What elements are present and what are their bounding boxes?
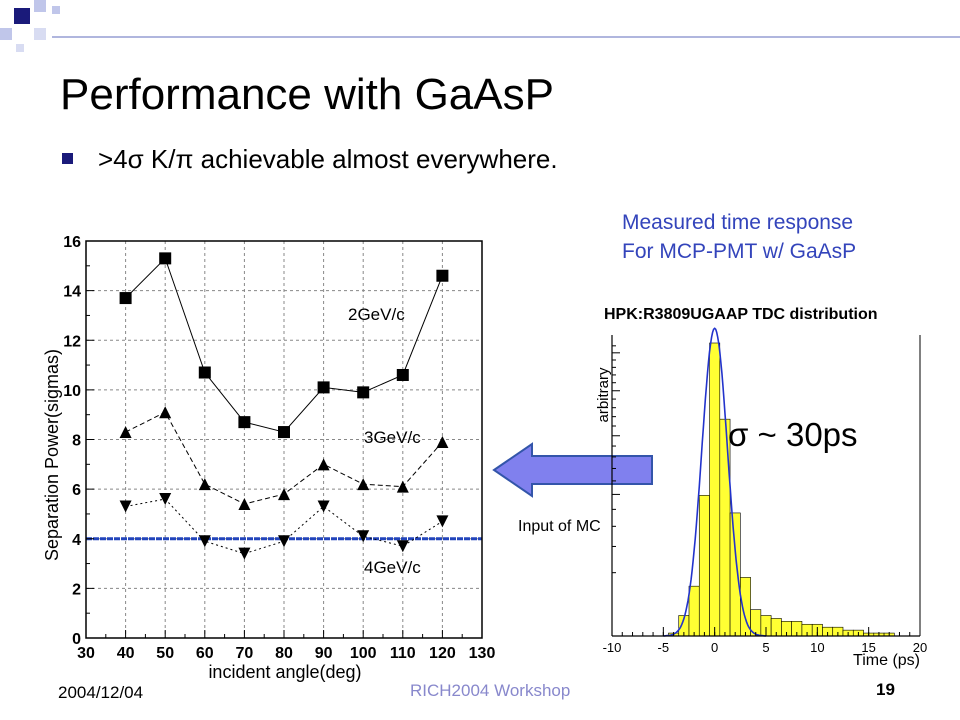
data-point	[198, 535, 211, 548]
data-point	[278, 426, 290, 439]
tick-label-x: 0	[711, 640, 718, 655]
caption: Measured time response For MCP-PMT w/ Ga…	[622, 208, 856, 266]
tick-label-x: -10	[603, 640, 622, 655]
data-point	[396, 368, 409, 381]
tick-label-x: 80	[275, 645, 293, 662]
data-point	[357, 386, 370, 399]
separation-power-chart: 30 40 50 60 70 80 90 100 110 120 1300246810121416 …	[42, 234, 495, 682]
x-axis-label: Time (ps)	[853, 652, 920, 669]
data-point	[119, 500, 132, 513]
data-point	[159, 406, 172, 419]
tick-label-x: 40	[117, 645, 135, 662]
data-point	[317, 500, 330, 513]
series-label-2gev: 2GeV/c	[348, 305, 405, 324]
histogram-bars	[668, 342, 895, 637]
data-point	[436, 269, 449, 282]
data-point	[278, 488, 290, 501]
caption-line-1: Measured time response	[622, 211, 854, 234]
data-point	[238, 498, 251, 511]
data-point	[159, 493, 172, 506]
x-axis-label: incident angle(deg)	[208, 662, 361, 682]
mc-input-label: Input of MC	[518, 518, 601, 535]
tick-label-x: 10	[810, 640, 824, 655]
histogram-bin	[688, 585, 700, 637]
y-axis-label: Separation Power(sigmas)	[42, 349, 62, 561]
footer-workshop: RICH2004 Workshop	[410, 681, 571, 700]
tick-label-y: 10	[63, 383, 81, 400]
data-point	[119, 426, 132, 439]
tick-label-y: 2	[72, 581, 81, 598]
data-point	[317, 458, 330, 471]
tick-label-x: 130	[469, 645, 496, 662]
series-label-4gev: 4GeV/c	[364, 558, 421, 577]
data-point	[238, 416, 251, 429]
data-point	[396, 480, 409, 493]
tick-label-x: 100	[350, 645, 377, 662]
y-axis-label: arbitrary	[595, 367, 612, 423]
data-point	[238, 547, 251, 560]
tick-label-x: 90	[315, 645, 333, 662]
tick-label-y: 14	[63, 284, 81, 301]
tick-label-x: 60	[196, 645, 214, 662]
header-rule	[52, 36, 960, 38]
bullet-square-icon	[62, 153, 73, 164]
tick-label-x: 20	[913, 640, 927, 655]
histogram-bin	[729, 512, 741, 637]
tick-label-x: 70	[236, 645, 254, 662]
data-point	[317, 381, 330, 394]
plot-frame	[85, 240, 483, 639]
tick-label-y: 12	[63, 333, 81, 350]
tick-label-y: 6	[72, 482, 81, 499]
histogram-bin	[709, 342, 721, 637]
series-label-3gev: 3GeV/c	[364, 428, 421, 447]
series-group	[119, 252, 449, 560]
footer-date: 2004/12/04	[58, 683, 144, 702]
caption-line-2: For MCP-PMT w/ GaAsP	[622, 240, 857, 263]
data-point	[198, 366, 211, 379]
data-point	[396, 540, 409, 553]
data-point	[357, 530, 370, 543]
axes-group: 30 40 50 60 70 80 90 100 110 120 130 0 2 4 6 8 10 12 14 16	[63, 234, 495, 662]
data-point	[198, 478, 211, 491]
tick-label-y: 16	[63, 234, 81, 251]
tick-label-x: 30	[77, 645, 95, 662]
bullet-text: >4σ K/π achievable almost everywhere.	[98, 144, 558, 174]
gaussian-fit-curve	[663, 327, 766, 637]
page-number: 19	[876, 680, 895, 699]
sigma-label: σ ~ 30ps	[728, 416, 858, 453]
tick-label-y: 4	[72, 532, 81, 549]
tick-label-x: -5	[658, 640, 670, 655]
histogram-axes: -10 -5 0 5 10 15 20	[603, 335, 927, 655]
tick-label-y: 0	[72, 631, 81, 648]
data-point	[278, 535, 290, 548]
tick-label-x: 5	[762, 640, 769, 655]
tick-label-x: 50	[156, 645, 174, 662]
histogram-bin	[698, 495, 710, 637]
data-point	[119, 292, 132, 305]
tdc-title: HPK:R3809UGAAP TDC distribution	[604, 306, 878, 323]
data-point	[159, 252, 172, 265]
chart-grid	[86, 241, 482, 638]
tick-label-x: 110	[390, 645, 416, 662]
data-point	[357, 478, 370, 491]
tick-label-x: 15	[861, 640, 875, 655]
tdc-histogram: -10 -5 0 5 10 15 20 arbitrary Time (ps)	[595, 327, 927, 669]
tick-label-y: 8	[72, 433, 81, 450]
data-point	[436, 515, 449, 528]
corner-decoration	[0, 0, 80, 60]
data-point	[436, 435, 449, 448]
tick-label-x: 120	[429, 645, 456, 662]
slide-title: Performance with GaAsP	[60, 70, 554, 119]
